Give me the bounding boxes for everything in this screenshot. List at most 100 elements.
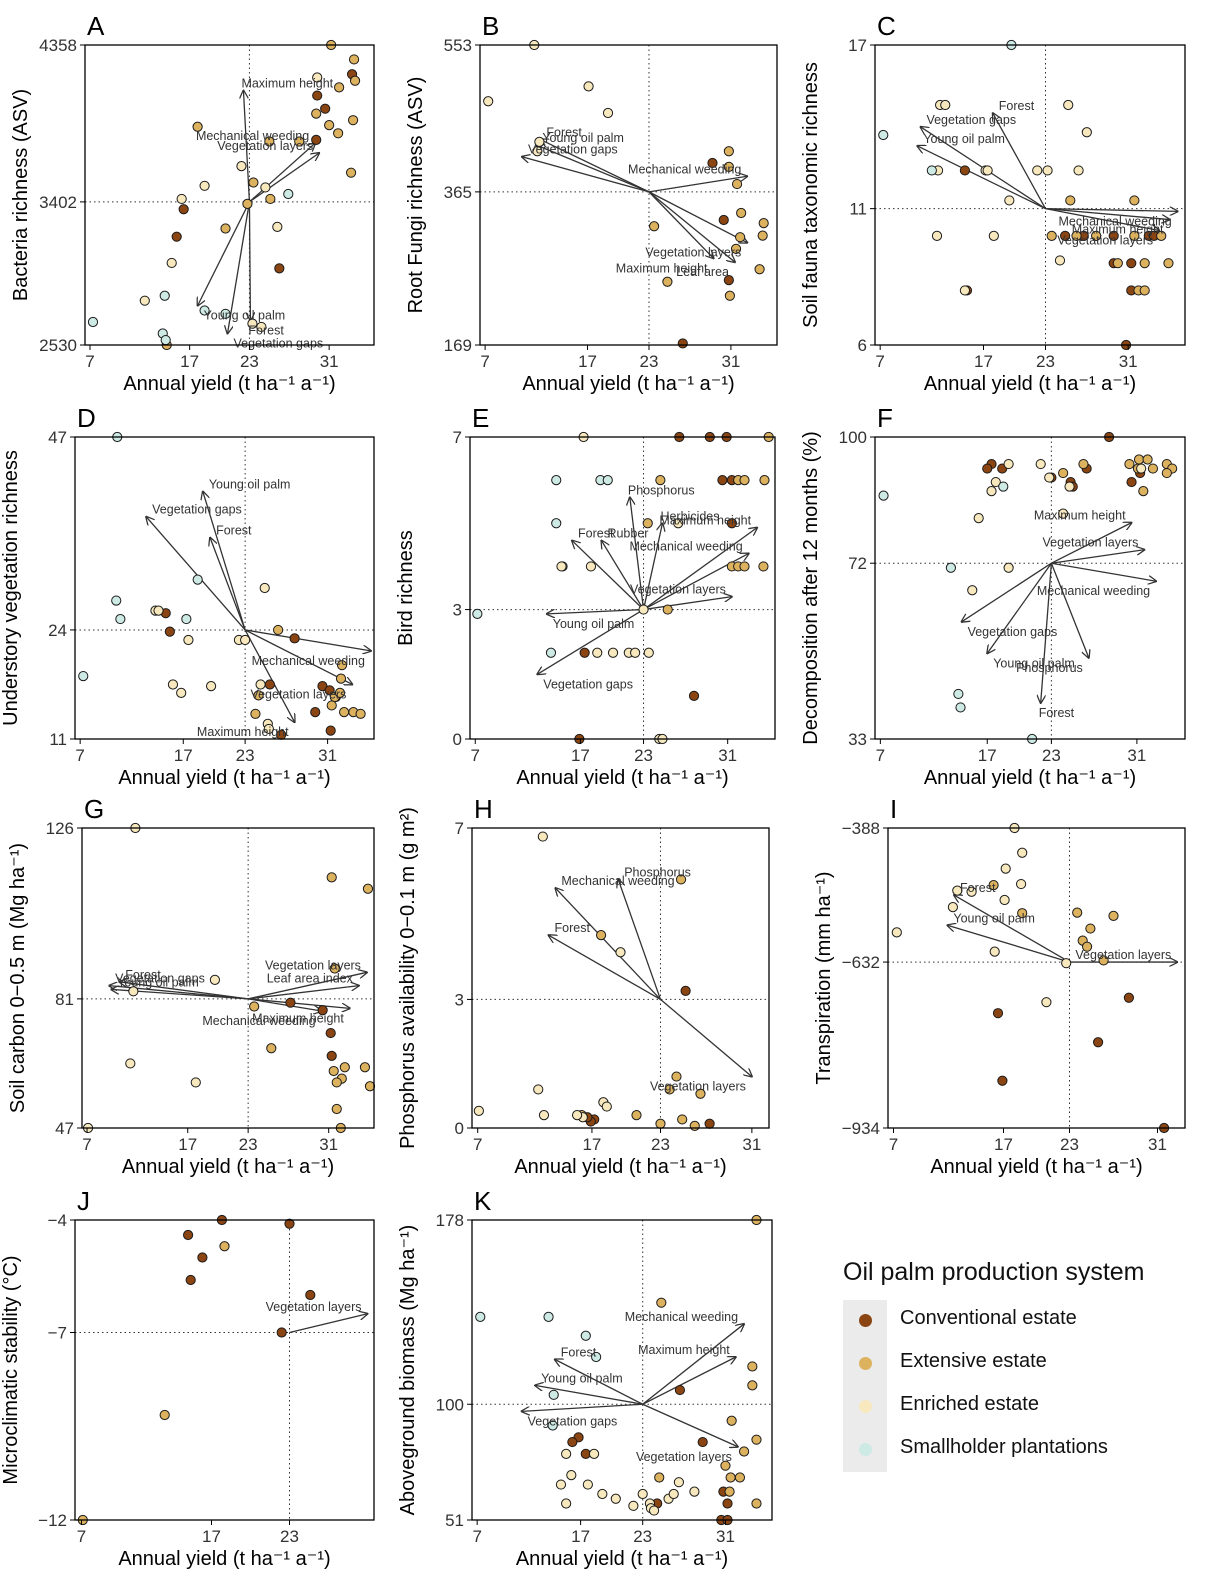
legend-swatch-conventional	[859, 1314, 872, 1327]
data-point	[947, 902, 959, 913]
panel-letter-g: G	[84, 794, 104, 824]
y-tick-label: 0	[455, 1119, 464, 1138]
data-point	[1098, 955, 1109, 966]
data-point	[242, 198, 253, 209]
vector-label: Forest	[546, 126, 582, 140]
data-point	[183, 1229, 194, 1241]
data-point	[364, 1081, 376, 1092]
data-point	[1060, 230, 1071, 242]
data-point	[1123, 992, 1135, 1003]
vector-label: Leaf area	[676, 265, 729, 279]
data-point	[751, 1498, 762, 1509]
y-tick-label: 6	[858, 336, 867, 355]
data-point	[747, 1380, 758, 1391]
vector-label: Vegetation gaps	[543, 677, 633, 691]
data-point	[631, 1110, 642, 1121]
data-point	[164, 626, 175, 637]
legend-label-enriched: Enriched estate	[900, 1393, 1039, 1415]
vector-label: Herbicides	[660, 509, 719, 523]
data-point	[1129, 230, 1140, 242]
x-tick-label: 17	[571, 746, 590, 765]
data-point	[643, 647, 654, 658]
legend-swatch-smallholder	[859, 1443, 872, 1456]
legend-swatch-enriched	[859, 1400, 872, 1413]
vector-label: Maximum height	[197, 725, 289, 739]
vector-label: Forest	[578, 527, 614, 541]
vector-label: Forest	[125, 968, 161, 982]
data-point	[325, 725, 336, 736]
data-point	[1072, 907, 1083, 918]
vector-arrow	[962, 562, 1052, 622]
vector-arrow	[244, 629, 352, 685]
data-point	[259, 582, 270, 594]
data-point	[671, 1071, 682, 1082]
data-point	[1081, 127, 1092, 138]
data-point	[648, 1505, 660, 1516]
data-point	[967, 585, 978, 596]
panel-i: I Forest Young oil palm Vegetation layers 7 1…	[813, 794, 1186, 1178]
data-point	[260, 182, 271, 193]
panel-letter-j: J	[77, 1186, 90, 1216]
vector-label: Vegetation layers	[630, 583, 726, 597]
data-point	[111, 595, 122, 606]
data-point	[959, 165, 971, 176]
vector-label: Maximum height	[252, 1011, 344, 1025]
data-point	[317, 1005, 328, 1016]
data-point	[717, 475, 728, 486]
vector-label: Vegetation gaps	[115, 972, 205, 986]
data-point	[153, 605, 164, 616]
vector-arrow	[249, 153, 319, 203]
data-point	[190, 1077, 201, 1088]
vector-arrow	[146, 517, 246, 631]
data-point	[1044, 472, 1055, 483]
y-tick-label: −388	[842, 819, 880, 838]
data-point	[324, 119, 335, 131]
vector-label: Rubber	[607, 527, 648, 541]
vector-arrow	[1050, 562, 1088, 658]
vector-label: Phosphorus	[624, 865, 691, 879]
y-tick-label: 178	[436, 1211, 464, 1230]
data-point	[334, 687, 346, 698]
data-point	[940, 99, 951, 111]
data-point	[689, 1120, 700, 1131]
data-point	[199, 305, 210, 316]
data-point	[688, 690, 700, 701]
data-point	[1138, 485, 1149, 497]
x-axis-label: Annual yield (t ha⁻¹ a⁻¹)	[516, 1548, 728, 1570]
data-point	[159, 290, 170, 301]
x-tick-label: 7	[473, 1135, 482, 1154]
data-point	[197, 1252, 208, 1263]
data-point	[240, 634, 251, 646]
data-point	[579, 647, 590, 658]
vector-label: Forest	[999, 99, 1035, 113]
vector-arrow	[643, 528, 758, 611]
x-tick-label: 17	[974, 352, 993, 371]
vector-label: Maximum height	[1072, 223, 1164, 237]
x-axis-label: Annual yield (t ha⁻¹ a⁻¹)	[123, 373, 335, 395]
data-point	[339, 1062, 350, 1073]
data-point	[276, 1327, 287, 1338]
data-point	[1136, 463, 1147, 474]
data-point	[159, 1409, 170, 1421]
data-point	[534, 136, 545, 147]
data-point	[1032, 165, 1043, 176]
plot-frame	[81, 827, 375, 1129]
plot-frame	[479, 44, 778, 346]
vector-label: Forest	[216, 524, 252, 538]
y-tick-label: 169	[444, 336, 472, 355]
data-point	[1126, 476, 1137, 488]
data-point	[329, 963, 340, 974]
data-point	[1142, 454, 1153, 465]
x-tick-label: 31	[1148, 1135, 1167, 1154]
x-tick-label: 31	[318, 746, 337, 765]
vector-label: Vegetation layers	[1057, 233, 1153, 247]
vector-arrow	[119, 982, 249, 1000]
data-point	[1042, 165, 1053, 176]
vector-label: Mechanical weeding	[1037, 584, 1150, 598]
data-point	[992, 1008, 1004, 1019]
data-point	[475, 1311, 486, 1322]
plot-frame	[471, 1219, 773, 1521]
data-point	[347, 115, 359, 126]
